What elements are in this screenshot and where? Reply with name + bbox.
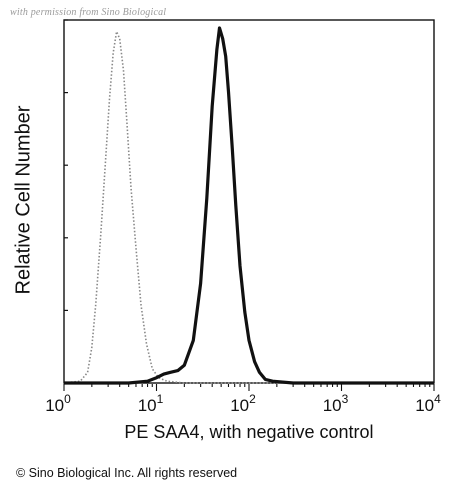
x-tick-labels: 100 101 102 103 104 — [45, 392, 441, 415]
x-tick-label: 100 — [45, 392, 71, 415]
x-tick-label: 101 — [138, 392, 164, 415]
series-pe-saa4 — [64, 26, 434, 385]
copyright-notice: © Sino Biological Inc. All rights reserv… — [16, 466, 238, 480]
x-axis-ticks — [63, 384, 435, 391]
x-tick-label: 102 — [230, 392, 256, 415]
x-tick-label: 104 — [415, 392, 441, 415]
watermark-text: with permission from Sino Biological — [10, 7, 167, 18]
plot-frame — [63, 19, 435, 384]
x-tick-label: 103 — [323, 392, 349, 415]
series-layer — [63, 26, 434, 385]
x-axis-label: PE SAA4, with negative control — [124, 422, 374, 442]
series-negative-control — [63, 30, 434, 384]
